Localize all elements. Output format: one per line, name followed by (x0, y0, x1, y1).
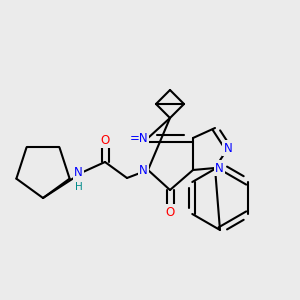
Text: O: O (165, 206, 175, 218)
Text: N: N (215, 161, 224, 175)
Text: O: O (100, 134, 109, 146)
Text: =N: =N (129, 131, 148, 145)
Text: N: N (224, 142, 232, 154)
Text: N: N (139, 164, 148, 176)
Text: N: N (74, 166, 83, 178)
Text: H: H (75, 182, 83, 192)
